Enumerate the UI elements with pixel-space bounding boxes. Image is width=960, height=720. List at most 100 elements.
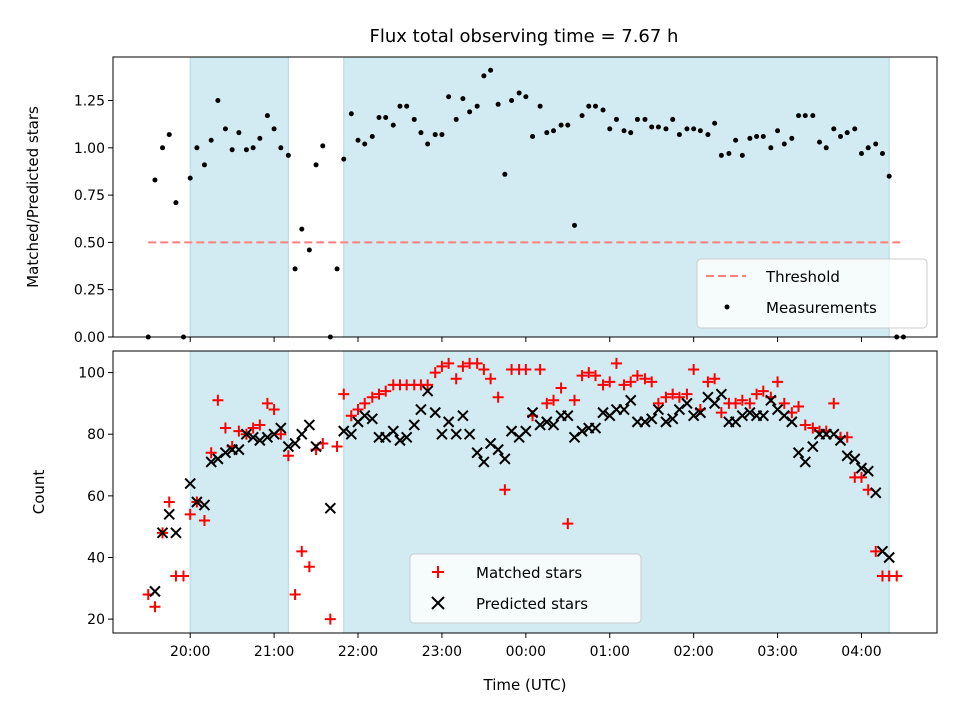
- predicted-star-point: [799, 456, 811, 468]
- measurement-point: [565, 122, 571, 128]
- legend-matched-label: Matched stars: [476, 564, 582, 582]
- measurement-point: [418, 130, 424, 136]
- matched-star-point: [478, 363, 490, 375]
- measurement-point: [831, 126, 837, 132]
- predicted-star-point: [687, 410, 700, 422]
- matched-star-point: [772, 376, 784, 388]
- predicted-star-point: [841, 450, 853, 462]
- measurement-point: [670, 116, 676, 122]
- matched-star-point: [730, 397, 742, 409]
- matched-star-point: [757, 385, 769, 397]
- y-tick-label: 80: [87, 427, 105, 443]
- measurement-point: [425, 141, 431, 147]
- measurement-point: [739, 152, 745, 158]
- matched-star-point: [219, 422, 231, 434]
- measurement-point: [502, 171, 508, 177]
- y-tick-label: 0.25: [74, 283, 105, 299]
- legend-measurements-swatch: [724, 304, 730, 310]
- matched-star-point: [736, 394, 748, 406]
- predicted-star-point: [429, 406, 441, 419]
- predicted-star-point: [618, 403, 630, 416]
- measurement-point: [222, 126, 228, 132]
- matched-star-point: [345, 410, 357, 422]
- matched-star-point: [303, 561, 315, 573]
- measurement-point: [838, 133, 844, 139]
- matched-star-point: [702, 376, 714, 388]
- predicted-star-point: [883, 551, 895, 564]
- matched-star-point: [499, 484, 511, 496]
- x-tick-label: 23:00: [422, 644, 462, 660]
- predicted-star-point: [289, 437, 301, 450]
- bottom-shaded-intervals: [189, 350, 890, 634]
- matched-star-point: [688, 363, 700, 375]
- matched-star-point: [373, 388, 385, 400]
- measurement-point: [285, 152, 291, 158]
- top-axes-frame: [112, 56, 938, 338]
- predicted-star-point: [807, 440, 819, 453]
- predicted-star-point: [526, 406, 539, 419]
- measurement-point: [642, 116, 648, 122]
- measurement-point: [201, 162, 207, 168]
- predicted-star-point: [408, 419, 420, 431]
- predicted-star-point: [156, 527, 169, 539]
- predicted-star-point: [261, 431, 274, 444]
- measurement-point: [208, 137, 214, 143]
- measurement-point: [558, 122, 564, 128]
- matched-star-point: [715, 407, 727, 419]
- matched-star-point: [855, 471, 867, 483]
- matched-star-point: [177, 570, 189, 582]
- matched-star-point: [534, 363, 546, 375]
- predicted-star-point: [421, 385, 434, 397]
- predicted-star-point: [681, 397, 693, 410]
- measurement-point: [355, 137, 361, 143]
- measurement-point: [313, 162, 319, 168]
- measurement-point: [160, 145, 166, 151]
- measurement-point: [488, 67, 494, 73]
- predicted-star-point: [870, 487, 882, 499]
- measurement-point: [194, 145, 200, 151]
- y-tick-label: 60: [87, 489, 105, 505]
- measurement-point: [852, 126, 858, 132]
- top-shaded-intervals: [189, 56, 890, 338]
- y-tick-label: 1.00: [74, 141, 105, 157]
- matched-star-point: [212, 394, 224, 406]
- matched-star-point: [289, 588, 301, 600]
- measurement-point: [467, 109, 473, 115]
- predicted-star-point: [394, 434, 406, 447]
- predicted-star-point: [744, 406, 756, 419]
- measurement-point: [733, 137, 739, 143]
- matched-star-point: [646, 376, 658, 388]
- y-tick-label: 0.50: [74, 235, 105, 251]
- matched-star-point: [184, 508, 196, 520]
- bottom-x-ticks: 20:00 21:00 22:00 23:00 00:00 01:00 02:00 03:00…: [170, 633, 882, 660]
- predicted-star-point: [652, 403, 665, 416]
- x-tick-label: 22:00: [338, 644, 378, 660]
- matched-star-point: [667, 388, 679, 400]
- measurement-point: [257, 135, 263, 141]
- measurement-point: [865, 145, 871, 151]
- top-y-axis-label: Matched/Predicted stars: [24, 106, 42, 288]
- measurement-point: [292, 266, 298, 272]
- measurement-point: [390, 122, 396, 128]
- matched-star-point: [562, 518, 574, 530]
- y-tick-label: 0.00: [74, 330, 105, 346]
- measurement-point: [796, 113, 802, 119]
- matched-star-point: [778, 397, 790, 409]
- predicted-star-point: [170, 527, 182, 539]
- measurement-point: [432, 132, 438, 138]
- matched-star-point: [618, 379, 630, 391]
- measurement-point: [376, 115, 382, 121]
- matched-star-point: [709, 373, 721, 385]
- predicted-star-point: [694, 406, 707, 419]
- chart-title: Flux total observing time = 7.67 h: [370, 26, 679, 47]
- matched-star-point: [828, 397, 840, 409]
- measurement-point: [173, 200, 179, 206]
- matched-star-point: [359, 397, 371, 409]
- measurement-point: [369, 133, 375, 139]
- measurement-point: [879, 150, 885, 156]
- measurement-point: [453, 116, 459, 122]
- measurement-point: [397, 103, 403, 109]
- measurement-point: [530, 133, 536, 139]
- matched-star-point: [254, 419, 266, 431]
- measurement-point: [775, 128, 781, 134]
